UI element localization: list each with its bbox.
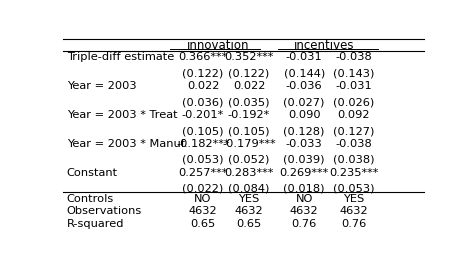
Text: 0.65: 0.65 bbox=[190, 219, 216, 229]
Text: (0.144): (0.144) bbox=[284, 68, 325, 78]
Text: 0.235***: 0.235*** bbox=[329, 168, 379, 178]
Text: Observations: Observations bbox=[66, 207, 142, 216]
Text: -0.036: -0.036 bbox=[286, 81, 323, 91]
Text: 0.092: 0.092 bbox=[338, 110, 370, 120]
Text: (0.035): (0.035) bbox=[228, 97, 270, 107]
Text: (0.053): (0.053) bbox=[333, 184, 375, 194]
Text: (0.122): (0.122) bbox=[182, 68, 224, 78]
Text: 0.76: 0.76 bbox=[341, 219, 367, 229]
Text: Controls: Controls bbox=[66, 194, 114, 204]
Text: (0.036): (0.036) bbox=[182, 97, 224, 107]
Text: (0.105): (0.105) bbox=[182, 126, 224, 136]
Text: (0.026): (0.026) bbox=[333, 97, 374, 107]
Text: 4632: 4632 bbox=[189, 207, 217, 216]
Text: (0.022): (0.022) bbox=[182, 184, 224, 194]
Text: 0.352***: 0.352*** bbox=[224, 52, 274, 62]
Text: incentives: incentives bbox=[294, 39, 355, 52]
Text: -0.038: -0.038 bbox=[335, 139, 372, 149]
Text: -0.179***: -0.179*** bbox=[222, 139, 276, 149]
Text: -0.192*: -0.192* bbox=[228, 110, 270, 120]
Text: (0.053): (0.053) bbox=[182, 155, 224, 165]
Text: YES: YES bbox=[343, 194, 364, 204]
Text: 4632: 4632 bbox=[235, 207, 263, 216]
Text: R-squared: R-squared bbox=[66, 219, 124, 229]
Text: 0.022: 0.022 bbox=[187, 81, 219, 91]
Text: innovation: innovation bbox=[186, 39, 249, 52]
Text: 4632: 4632 bbox=[290, 207, 319, 216]
Text: (0.038): (0.038) bbox=[333, 155, 375, 165]
Text: Year = 2003 * Manuf.: Year = 2003 * Manuf. bbox=[66, 139, 187, 149]
Text: 4632: 4632 bbox=[340, 207, 368, 216]
Text: 0.090: 0.090 bbox=[288, 110, 321, 120]
Text: 0.022: 0.022 bbox=[233, 81, 265, 91]
Text: -0.031: -0.031 bbox=[286, 52, 323, 62]
Text: -0.033: -0.033 bbox=[286, 139, 323, 149]
Text: Year = 2003: Year = 2003 bbox=[66, 81, 136, 91]
Text: (0.127): (0.127) bbox=[333, 126, 375, 136]
Text: (0.128): (0.128) bbox=[284, 126, 325, 136]
Text: (0.039): (0.039) bbox=[284, 155, 325, 165]
Text: (0.143): (0.143) bbox=[333, 68, 375, 78]
Text: -0.201*: -0.201* bbox=[182, 110, 224, 120]
Text: Constant: Constant bbox=[66, 168, 118, 178]
Text: 0.76: 0.76 bbox=[292, 219, 317, 229]
Text: -0.038: -0.038 bbox=[335, 52, 372, 62]
Text: 0.257***: 0.257*** bbox=[178, 168, 228, 178]
Text: (0.084): (0.084) bbox=[228, 184, 270, 194]
Text: NO: NO bbox=[295, 194, 313, 204]
Text: (0.027): (0.027) bbox=[284, 97, 325, 107]
Text: (0.122): (0.122) bbox=[228, 68, 270, 78]
Text: 0.366***: 0.366*** bbox=[178, 52, 228, 62]
Text: 0.283***: 0.283*** bbox=[224, 168, 274, 178]
Text: 0.65: 0.65 bbox=[237, 219, 262, 229]
Text: YES: YES bbox=[238, 194, 259, 204]
Text: (0.018): (0.018) bbox=[284, 184, 325, 194]
Text: NO: NO bbox=[194, 194, 212, 204]
Text: (0.105): (0.105) bbox=[228, 126, 270, 136]
Text: -0.031: -0.031 bbox=[335, 81, 372, 91]
Text: Year = 2003 * Treat: Year = 2003 * Treat bbox=[66, 110, 177, 120]
Text: 0.269***: 0.269*** bbox=[280, 168, 329, 178]
Text: Triple-diff estimate: Triple-diff estimate bbox=[66, 52, 174, 62]
Text: -0.182***: -0.182*** bbox=[176, 139, 230, 149]
Text: (0.052): (0.052) bbox=[228, 155, 270, 165]
